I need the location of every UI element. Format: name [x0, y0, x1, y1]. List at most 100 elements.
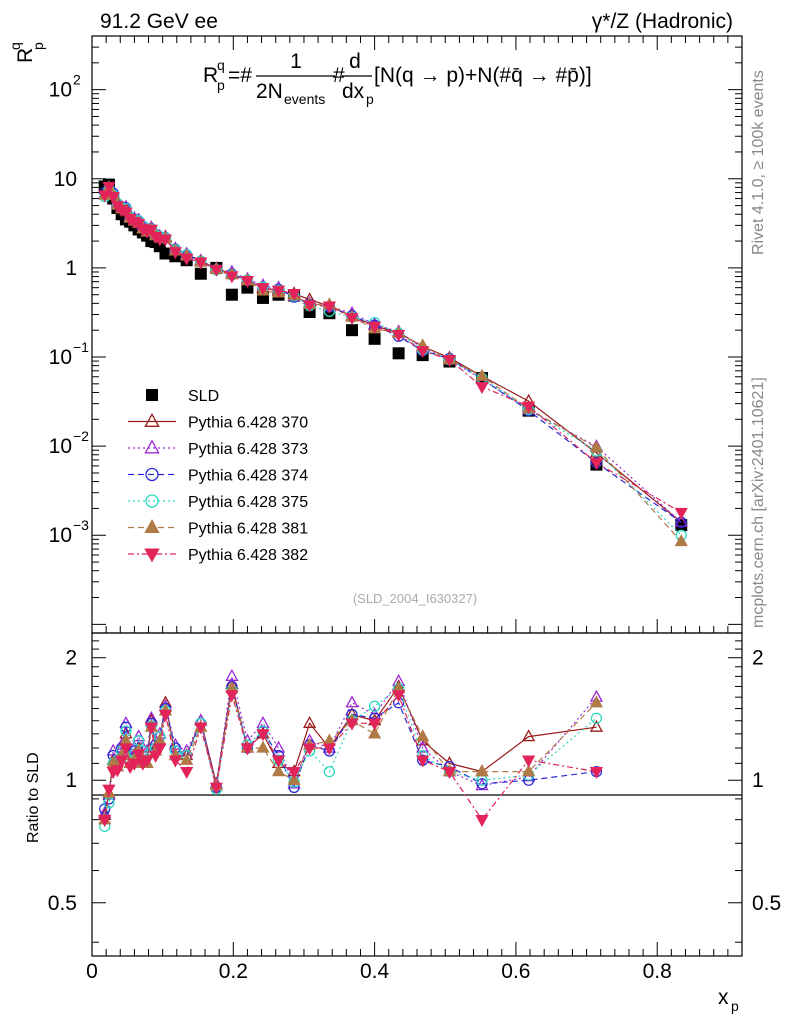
ratio-point [98, 815, 112, 828]
data-point [159, 247, 172, 260]
y-tick-label: 10 [49, 524, 72, 547]
data-point [194, 257, 208, 270]
ratio-point [180, 766, 194, 779]
ratio-point [168, 755, 182, 768]
x-tick-label: 0.8 [643, 960, 672, 983]
series-pythia-6-428-382 [98, 181, 688, 828]
ratio-point [368, 718, 382, 731]
ratio-point [323, 765, 336, 778]
legend-entry: Pythia 6.428 375 [128, 494, 308, 511]
data-point [589, 458, 604, 471]
series-ratio-line [104, 687, 597, 820]
series-sld [98, 178, 688, 532]
data-point [368, 332, 381, 345]
ratio-point [287, 766, 301, 779]
ratio-point [345, 718, 359, 731]
ratio-point [303, 715, 317, 728]
x-tick-label: 0.2 [219, 960, 248, 983]
ratio-point [102, 784, 116, 797]
formula-lhs-sup: q [217, 57, 225, 73]
formula-dden-sub: p [366, 91, 374, 107]
data-point [168, 247, 182, 260]
data-point [102, 181, 116, 194]
y-tick-label: 10 [49, 435, 72, 458]
y-tick-label: 10 [54, 168, 77, 191]
formula-eq: =# [228, 64, 252, 87]
legend: SLD Pythia 6.428 370 Pythia 6.428 373 Pythi… [128, 388, 308, 564]
ratio-point [103, 797, 115, 809]
series-layer [98, 178, 688, 833]
ratio-point [271, 755, 286, 768]
ratio-point [589, 695, 604, 708]
ratio-point [416, 729, 430, 742]
data-point [158, 234, 173, 247]
formula-num: 1 [290, 50, 302, 73]
data-point [256, 283, 270, 296]
data-point [287, 288, 301, 301]
ratio-point [416, 740, 430, 753]
svg-text:R: R [14, 48, 37, 63]
legend-label: Pythia 6.428 381 [188, 521, 308, 538]
data-point [194, 267, 207, 280]
ratio-point [392, 690, 406, 703]
legend-label: Pythia 6.428 373 [188, 441, 308, 458]
formula-lhs-sub: p [217, 77, 225, 93]
legend-entry: Pythia 6.428 381 [128, 518, 308, 538]
header-right: γ*/Z (Hadronic) [592, 10, 733, 33]
legend-label: Pythia 6.428 382 [188, 547, 308, 564]
ratio-point [322, 743, 336, 756]
legend-marker [144, 439, 160, 454]
ratio-point [475, 764, 489, 777]
ratio-point [345, 695, 359, 708]
legend-label: SLD [188, 388, 219, 405]
series-ratio-line [104, 693, 597, 821]
legend-marker [146, 389, 158, 401]
ratio-point [271, 740, 286, 753]
ratio-point [194, 722, 208, 735]
data-point [209, 264, 223, 277]
data-point [674, 514, 688, 527]
ratio-point [140, 755, 154, 768]
ratio-point [144, 722, 158, 735]
data-point [144, 224, 158, 237]
ratio-point [589, 766, 604, 779]
data-point [119, 207, 133, 220]
y-axis-label-main: R p q [7, 42, 46, 63]
data-point [475, 382, 489, 395]
legend-entry: Pythia 6.428 373 [128, 439, 308, 458]
data-point [674, 507, 688, 520]
data-point [271, 285, 286, 298]
ratio-y-tick-label: 1 [65, 769, 77, 792]
main-plot-frame [91, 35, 743, 634]
x-axis-label-sub: p [731, 998, 739, 1014]
legend-marker [144, 548, 160, 563]
svg-text:p: p [30, 42, 46, 50]
legend-marker [145, 467, 159, 482]
mcplots-label: mcplots.cern.ch [arXiv:2401.10621] [750, 377, 767, 628]
x-axis-label: x [718, 986, 729, 1009]
y-tick-label: 10 [49, 79, 72, 102]
y-tick-label-exp: −1 [73, 339, 89, 355]
ratio-point [368, 700, 381, 712]
data-point [475, 368, 489, 381]
ratio-point [476, 778, 488, 790]
y-axis-label-ratio: Ratio to SLD [25, 752, 42, 843]
data-point [522, 401, 536, 414]
data-point [416, 346, 430, 359]
y-tick-label-exp: 2 [73, 72, 81, 88]
data-point [322, 301, 336, 314]
legend-entry: Pythia 6.428 374 [128, 468, 308, 485]
formula-hash: # [333, 64, 345, 87]
y-tick-label-exp: −2 [73, 428, 89, 444]
ratio-y-tick-label-right: 2 [752, 647, 764, 670]
ratio-point [148, 750, 163, 763]
data-point [106, 192, 120, 205]
ratio-point [256, 729, 270, 742]
legend-entry: Pythia 6.428 370 [128, 412, 308, 432]
formula-rhs: [N(q → p)+N(#q̄ → #p̄)] [374, 64, 592, 87]
ratio-point [590, 712, 603, 724]
data-point [368, 321, 382, 334]
ratio-point [589, 719, 604, 732]
legend-marker [145, 494, 159, 508]
